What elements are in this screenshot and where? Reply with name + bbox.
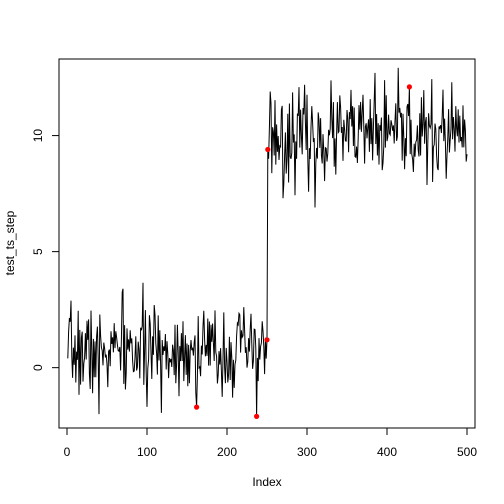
x-tick-label: 400 <box>377 445 397 459</box>
x-tick-label: 200 <box>217 445 237 459</box>
x-tick-label: 300 <box>297 445 317 459</box>
highlight-point <box>406 84 412 90</box>
highlight-points <box>194 84 412 419</box>
x-tick-label: 100 <box>137 445 157 459</box>
y-axis-label: test_ts_step <box>3 210 17 275</box>
y-tick-label: 5 <box>31 248 45 255</box>
y-axis: 0 5 10 <box>31 129 60 371</box>
y-tick-label: 0 <box>31 364 45 371</box>
x-axis-label: Index <box>252 475 281 489</box>
x-tick-label: 0 <box>64 445 71 459</box>
x-axis: 0 100 200 300 400 500 <box>64 427 477 459</box>
highlight-point <box>254 413 260 419</box>
highlight-point <box>265 146 271 153</box>
series-layer <box>67 67 468 417</box>
series-line <box>67 67 468 417</box>
highlight-point <box>264 337 270 343</box>
x-tick-label: 500 <box>457 445 477 459</box>
y-tick-label: 10 <box>31 129 45 143</box>
highlight-point <box>194 404 200 410</box>
